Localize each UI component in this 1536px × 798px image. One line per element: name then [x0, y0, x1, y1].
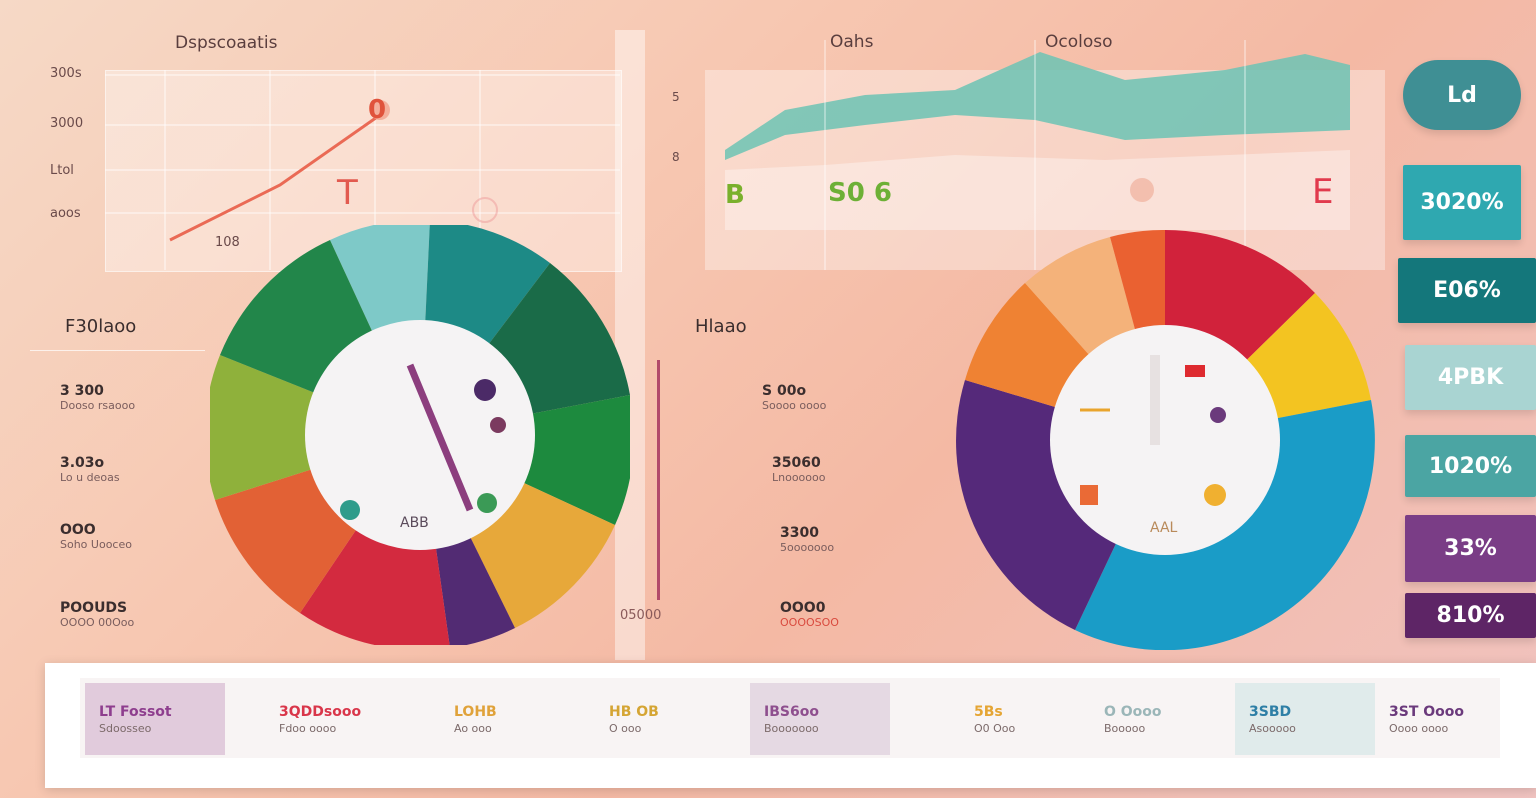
right-chart-title-2: Ocoloso [1045, 32, 1113, 52]
left-chart-bottom-label: 108 [215, 235, 240, 250]
left-y-tick-2: 3000 [50, 116, 84, 131]
left-line-marker [370, 100, 390, 120]
right-tile-2: 3020% [1403, 165, 1521, 240]
mid-legend-row-4: OOO0 OOOOSOO [780, 600, 839, 629]
right-left-label-3: 5 [672, 90, 680, 104]
left-legend-row-3: OOO Soho Uooceo [60, 522, 132, 551]
left-legend-row-4: POOUDS OOOO 00Ooo [60, 600, 135, 629]
right-left-label-1: B [725, 180, 745, 210]
footer-card-7: O Oooo Booooo [1104, 703, 1162, 735]
right-tile-5: 1020% [1405, 435, 1536, 497]
left-legend-row-1: 3 300 Dooso rsaooo [60, 383, 136, 412]
mid-legend-row-1: S 00o Soooo oooo [762, 383, 827, 412]
left-line-series [169, 113, 381, 242]
footer-card-4: HB OB O ooo [609, 703, 659, 735]
left-donut-chart [210, 225, 630, 645]
footer-card-9: 3ST Oooo Oooo oooo [1389, 703, 1465, 735]
divider-line [657, 360, 660, 600]
right-left-label-2: 8 [672, 150, 680, 164]
footer-card-5: IBS6oo Booooooo [750, 683, 890, 755]
right-tile-6: 33% [1405, 515, 1536, 582]
mid-legend-row-2: 35060 Lnoooooo [772, 455, 826, 484]
right-area-series [725, 52, 1350, 160]
mid-legend-header: Hlaao [695, 316, 747, 337]
mid-legend-bottom: 05000 [620, 608, 662, 623]
footer-card-3: LOHB Ao ooo [454, 703, 497, 735]
right-tile-7: 810% [1405, 593, 1536, 638]
right-chart-title: Oahs [830, 32, 874, 52]
left-chart-glyph: T [337, 173, 358, 213]
mid-legend-row-3: 3300 5ooooooo [780, 525, 835, 554]
right-tile-4: 4PBK [1405, 345, 1536, 410]
right-chart-glyph: E [1312, 172, 1334, 212]
left-y-tick-4: aoos [50, 206, 81, 221]
right-value-label: S0 6 [828, 178, 892, 208]
right-donut-chart [956, 230, 1375, 650]
footer-card-1: LT Fossot Sdoosseo [85, 683, 225, 755]
divider-column [615, 30, 645, 660]
left-donut-center-label: ABB [400, 515, 429, 531]
right-tile-1: Ld [1403, 60, 1521, 130]
left-legend-divider [30, 350, 205, 351]
left-chart-title: Dspscoaatis [175, 33, 278, 53]
left-legend-header: F30laoo [65, 316, 137, 337]
footer-card-8: 3SBD Asooooo [1235, 683, 1375, 755]
footer-card-2: 3QDDsooo Fdoo oooo [279, 703, 362, 735]
right-tile-3: E06% [1398, 258, 1536, 323]
left-y-tick-3: Ltol [50, 163, 74, 178]
right-area-chart [725, 40, 1350, 270]
footer-card-6: 5Bs O0 Ooo [974, 703, 1016, 735]
left-donut-center [305, 320, 535, 550]
left-legend-row-2: 3.03o Lo u deoas [60, 455, 120, 484]
right-donut-center-label: AAL [1150, 520, 1178, 536]
left-y-tick-1: 300s [50, 66, 82, 81]
left-chart-marker: 0 [368, 95, 387, 125]
